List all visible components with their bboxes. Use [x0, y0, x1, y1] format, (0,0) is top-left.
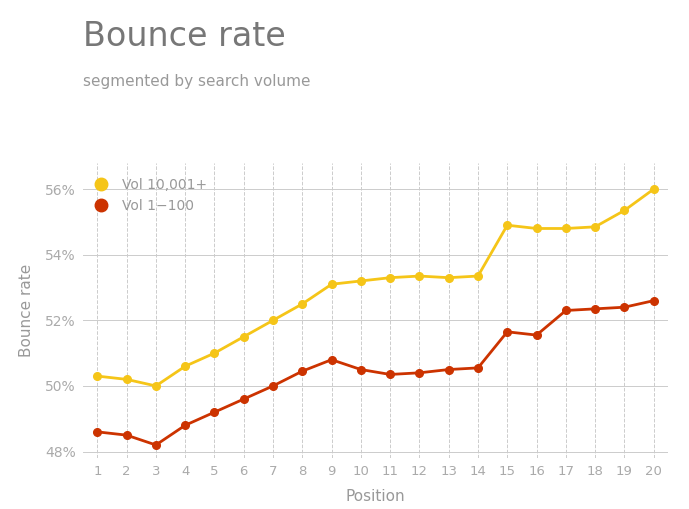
Vol 10,001+: [591, 224, 599, 230]
Text: segmented by search volume: segmented by search volume: [83, 74, 310, 89]
Legend: Vol 10,001+, Vol 1−100: Vol 10,001+, Vol 1−100: [96, 173, 212, 219]
Vol 10,001+: [533, 225, 541, 232]
Vol 10,001+: [123, 376, 131, 382]
Vol 1−100: [210, 409, 218, 415]
Vol 10,001+: [444, 275, 453, 281]
Text: Bounce rate: Bounce rate: [83, 20, 285, 53]
Vol 1−100: [444, 366, 453, 373]
Vol 10,001+: [415, 273, 424, 279]
Vol 10,001+: [474, 273, 482, 279]
Vol 10,001+: [650, 186, 658, 192]
Vol 10,001+: [152, 383, 160, 389]
Vol 1−100: [503, 329, 511, 335]
Vol 10,001+: [93, 373, 101, 379]
Vol 1−100: [650, 298, 658, 304]
Vol 10,001+: [240, 334, 248, 340]
Vol 10,001+: [386, 275, 394, 281]
Y-axis label: Bounce rate: Bounce rate: [19, 264, 34, 357]
Vol 1−100: [123, 432, 131, 438]
Vol 10,001+: [503, 222, 511, 228]
Vol 1−100: [533, 332, 541, 338]
Vol 1−100: [269, 383, 277, 389]
Vol 1−100: [327, 357, 336, 363]
Vol 1−100: [240, 396, 248, 402]
Vol 1−100: [152, 442, 160, 448]
Vol 1−100: [562, 307, 570, 314]
Vol 1−100: [415, 370, 424, 376]
Vol 10,001+: [620, 207, 628, 213]
Line: Vol 1−100: Vol 1−100: [94, 297, 657, 449]
Vol 10,001+: [298, 301, 307, 307]
Line: Vol 10,001+: Vol 10,001+: [94, 185, 657, 390]
Vol 10,001+: [562, 225, 570, 232]
Vol 1−100: [93, 429, 101, 435]
Vol 10,001+: [269, 317, 277, 323]
Vol 1−100: [181, 422, 189, 429]
Vol 10,001+: [327, 281, 336, 287]
X-axis label: Position: Position: [346, 489, 405, 504]
Vol 1−100: [620, 304, 628, 310]
Vol 1−100: [386, 372, 394, 378]
Vol 1−100: [591, 306, 599, 312]
Vol 10,001+: [210, 350, 218, 356]
Vol 10,001+: [181, 363, 189, 370]
Vol 1−100: [357, 366, 365, 373]
Vol 10,001+: [357, 278, 365, 284]
Vol 1−100: [474, 365, 482, 371]
Vol 1−100: [298, 368, 307, 374]
